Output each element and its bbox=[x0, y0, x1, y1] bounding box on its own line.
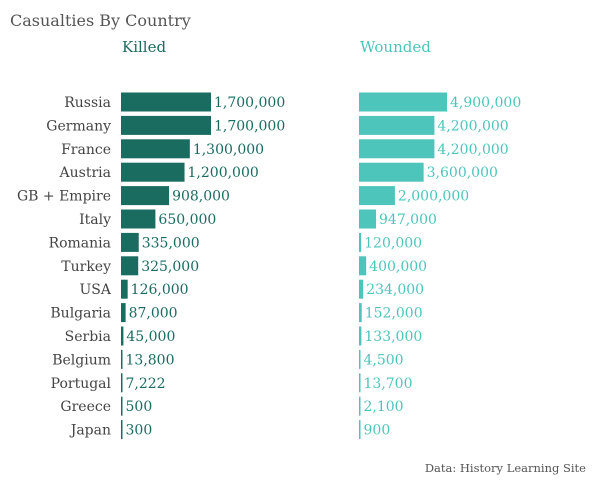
wounded-bar-gb-empire bbox=[359, 186, 395, 206]
wounded-value-serbia: 133,000 bbox=[364, 329, 422, 345]
category-label-belgium: Belgium bbox=[52, 352, 111, 368]
killed-bar-austria bbox=[121, 162, 185, 182]
killed-bar-serbia bbox=[121, 326, 124, 346]
wounded-bar-japan bbox=[359, 420, 361, 440]
killed-value-germany: 1,700,000 bbox=[214, 118, 285, 134]
killed-value-austria: 1,200,000 bbox=[188, 165, 259, 181]
chart-rows: Russia 1,700,000 4,900,000 Germany 1,700,000… bbox=[17, 92, 521, 440]
category-label-serbia: Serbia bbox=[65, 329, 111, 345]
wounded-value-italy: 947,000 bbox=[379, 212, 437, 228]
category-label-greece: Greece bbox=[60, 399, 111, 415]
category-label-germany: Germany bbox=[46, 118, 111, 134]
wounded-bar-austria bbox=[359, 162, 424, 182]
category-label-usa: USA bbox=[80, 282, 112, 298]
category-label-france: France bbox=[61, 142, 111, 158]
killed-value-portugal: 7,222 bbox=[126, 376, 166, 392]
killed-bar-turkey bbox=[121, 256, 139, 276]
category-label-turkey: Turkey bbox=[61, 259, 111, 275]
killed-bar-usa bbox=[121, 279, 128, 299]
killed-value-romania: 335,000 bbox=[142, 235, 200, 251]
wounded-value-turkey: 400,000 bbox=[369, 259, 427, 275]
killed-bar-gb-empire bbox=[121, 186, 170, 206]
wounded-bar-germany bbox=[359, 115, 435, 135]
wounded-bar-russia bbox=[359, 92, 447, 112]
killed-value-greece: 500 bbox=[126, 399, 153, 415]
wounded-value-belgium: 4,500 bbox=[364, 352, 404, 368]
wounded-value-bulgaria: 152,000 bbox=[365, 306, 423, 322]
wounded-header: Wounded bbox=[360, 38, 431, 56]
category-label-austria: Austria bbox=[59, 165, 111, 181]
wounded-value-usa: 234,000 bbox=[366, 282, 424, 298]
wounded-bar-portugal bbox=[359, 373, 361, 393]
wounded-value-austria: 3,600,000 bbox=[427, 165, 498, 181]
killed-bar-italy bbox=[121, 209, 156, 229]
chart-title: Casualties By Country bbox=[10, 11, 191, 30]
killed-bar-japan bbox=[121, 420, 123, 440]
killed-bar-greece bbox=[121, 396, 123, 416]
wounded-value-japan: 900 bbox=[364, 423, 391, 439]
category-label-gb-empire: GB + Empire bbox=[17, 189, 111, 205]
killed-value-gb-empire: 908,000 bbox=[172, 189, 230, 205]
category-label-russia: Russia bbox=[64, 95, 111, 111]
killed-bar-germany bbox=[121, 115, 211, 135]
category-label-portugal: Portugal bbox=[51, 376, 112, 392]
killed-bar-portugal bbox=[121, 373, 123, 393]
wounded-value-romania: 120,000 bbox=[364, 235, 422, 251]
wounded-value-germany: 4,200,000 bbox=[437, 118, 508, 134]
source-note: Data: History Learning Site bbox=[425, 461, 586, 475]
killed-bar-russia bbox=[121, 92, 211, 112]
category-label-romania: Romania bbox=[49, 235, 111, 251]
wounded-bar-romania bbox=[359, 232, 362, 252]
wounded-bar-italy bbox=[359, 209, 377, 229]
killed-value-japan: 300 bbox=[126, 423, 153, 439]
wounded-bar-france bbox=[359, 139, 435, 159]
wounded-value-portugal: 13,700 bbox=[364, 376, 413, 392]
killed-value-bulgaria: 87,000 bbox=[129, 306, 178, 322]
category-label-italy: Italy bbox=[79, 212, 111, 228]
category-label-japan: Japan bbox=[69, 423, 111, 439]
killed-value-usa: 126,000 bbox=[131, 282, 189, 298]
wounded-value-gb-empire: 2,000,000 bbox=[398, 189, 469, 205]
category-label-bulgaria: Bulgaria bbox=[50, 306, 111, 322]
wounded-bar-usa bbox=[359, 279, 364, 299]
wounded-value-russia: 4,900,000 bbox=[450, 95, 521, 111]
killed-value-belgium: 13,800 bbox=[126, 352, 175, 368]
killed-bar-france bbox=[121, 139, 190, 159]
killed-value-serbia: 45,000 bbox=[126, 329, 175, 345]
killed-bar-belgium bbox=[121, 349, 123, 369]
killed-value-turkey: 325,000 bbox=[141, 259, 199, 275]
wounded-value-greece: 2,100 bbox=[364, 399, 404, 415]
wounded-value-france: 4,200,000 bbox=[437, 142, 508, 158]
wounded-bar-bulgaria bbox=[359, 303, 362, 323]
killed-value-russia: 1,700,000 bbox=[214, 95, 285, 111]
killed-bar-romania bbox=[121, 232, 139, 252]
wounded-bar-greece bbox=[359, 396, 361, 416]
wounded-bar-belgium bbox=[359, 349, 361, 369]
wounded-bar-serbia bbox=[359, 326, 362, 346]
killed-header: Killed bbox=[122, 38, 166, 56]
killed-value-france: 1,300,000 bbox=[193, 142, 264, 158]
killed-bar-bulgaria bbox=[121, 303, 126, 323]
killed-value-italy: 650,000 bbox=[158, 212, 216, 228]
wounded-bar-turkey bbox=[359, 256, 367, 276]
